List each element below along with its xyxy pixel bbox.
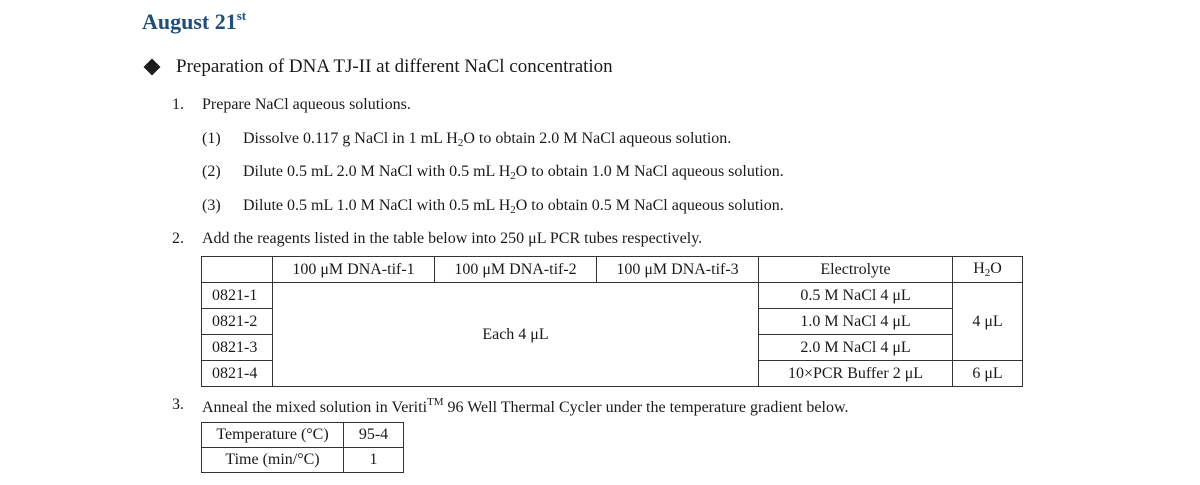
temperature-table: Temperature (°C) 95-4 Time (min/°C) 1: [201, 422, 404, 473]
electrolyte-cell: 10×PCR Buffer 2 μL: [758, 360, 953, 387]
table-header: 100 μM DNA-tif-2: [434, 256, 597, 283]
temp-value-cell: 1: [343, 447, 404, 473]
table-header: Electrolyte: [758, 256, 953, 283]
reagent-table: 100 μM DNA-tif-1 100 μM DNA-tif-2 100 μM…: [201, 256, 1023, 387]
table-header-empty: [201, 256, 273, 283]
dna-each-cell: Each 4 μL: [272, 282, 759, 387]
row-label: 0821-1: [201, 282, 273, 309]
row-label: 0821-3: [201, 334, 273, 361]
electrolyte-cell: 1.0 M NaCl 4 μL: [758, 308, 953, 335]
page-heading: August 21st: [142, 8, 247, 34]
table-header-h2o: H2O: [952, 256, 1023, 283]
h2o-cell: 4 μL: [952, 282, 1023, 361]
electrolyte-cell: 0.5 M NaCl 4 μL: [758, 282, 953, 309]
table-header: 100 μM DNA-tif-3: [596, 256, 759, 283]
temp-label-cell: Time (min/°C): [201, 447, 344, 473]
row-label: 0821-4: [201, 360, 273, 387]
row-label: 0821-2: [201, 308, 273, 335]
electrolyte-cell: 2.0 M NaCl 4 μL: [758, 334, 953, 361]
table-header: 100 μM DNA-tif-1: [272, 256, 435, 283]
temp-value-cell: 95-4: [343, 422, 404, 448]
temp-label-cell: Temperature (°C): [201, 422, 344, 448]
diamond-bullet-icon: [143, 58, 161, 76]
h2o-cell: 6 μL: [952, 360, 1023, 387]
section-title: Preparation of DNA TJ-II at different Na…: [140, 56, 613, 78]
